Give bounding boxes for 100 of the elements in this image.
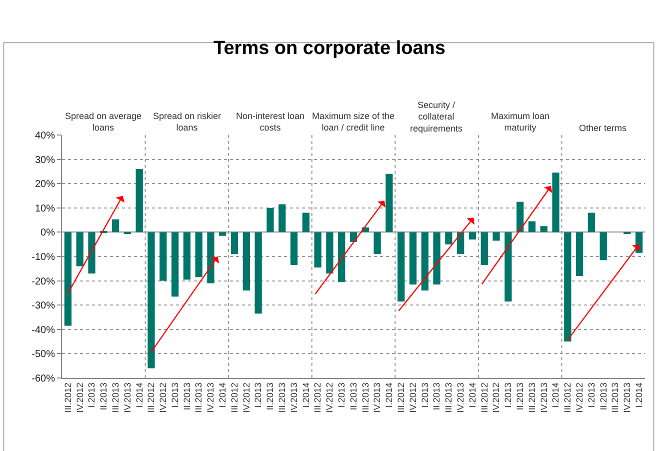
bar — [457, 232, 464, 254]
text: Spread on riskier loans — [153, 111, 222, 133]
x-tick-label: III.2013 — [444, 382, 454, 413]
bar — [242, 232, 250, 291]
bar — [112, 219, 120, 232]
text: Maximum loan maturity — [491, 111, 550, 133]
text: Maximum size of the loan / credit line — [312, 111, 395, 133]
bar — [492, 232, 500, 241]
x-tick-label: IV.2013 — [622, 382, 632, 413]
bar — [254, 232, 262, 314]
x-tick-label: I.2014 — [384, 382, 394, 408]
x-tick-label: III.2012 — [229, 382, 240, 413]
y-tick-label: 30% — [34, 154, 56, 166]
x-tick-label: IV.2012 — [408, 382, 418, 413]
bar — [576, 232, 584, 276]
bar — [338, 232, 346, 282]
x-tick-label: III.2012 — [396, 382, 406, 413]
x-tick-label: I.2014 — [467, 382, 478, 408]
bar — [183, 232, 190, 280]
bar — [374, 232, 381, 254]
y-tick-label: -40% — [32, 324, 56, 336]
x-tick-label: IV.2012 — [158, 382, 168, 413]
x-tick-label: I.2013 — [420, 382, 430, 408]
x-tick-label: I.2013 — [253, 382, 264, 408]
bar — [88, 232, 96, 274]
bar — [314, 232, 322, 268]
y-tick-label: -60% — [32, 374, 56, 384]
y-tick-label: 0% — [40, 228, 56, 239]
x-tick-label: II.2013 — [432, 382, 442, 410]
x-tick-label: IV.2013 — [288, 382, 299, 413]
bar — [528, 221, 536, 232]
y-tick-label: -20% — [32, 276, 56, 288]
x-tick-label: III.2012 — [312, 382, 323, 413]
bar — [266, 208, 274, 232]
x-tick-label: I.2013 — [336, 382, 347, 408]
x-tick-label: IV.2012 — [324, 382, 335, 413]
x-tick-label: I.2013 — [586, 382, 596, 408]
x-tick-label: II.2013 — [265, 382, 276, 410]
x-tick-label: IV.2012 — [574, 382, 584, 413]
x-tick-label: II.2013 — [348, 382, 358, 410]
y-tick-label: -50% — [32, 349, 56, 360]
bar — [278, 204, 286, 232]
x-tick-label: III.2013 — [110, 382, 120, 413]
bar — [76, 232, 84, 266]
bar — [421, 232, 428, 291]
text: Security / collateral requirements — [410, 100, 464, 134]
x-tick-label: III.2013 — [194, 382, 204, 413]
bar — [160, 232, 167, 281]
x-tick-label: III.2012 — [479, 382, 490, 413]
bar — [386, 174, 393, 232]
bar — [433, 232, 440, 284]
bar — [290, 232, 298, 266]
x-tick-label: III.2012 — [146, 382, 156, 413]
bar — [350, 232, 358, 242]
x-tick-label: IV.2013 — [206, 382, 216, 413]
x-tick-label: IV.2013 — [372, 382, 382, 413]
text: Non-interest loan costs — [236, 111, 305, 133]
x-tick-label: III.2013 — [526, 382, 537, 413]
bar — [409, 232, 417, 284]
x-tick-label: III.2012 — [62, 382, 73, 413]
text: Other terms — [579, 123, 628, 133]
bar — [516, 202, 524, 232]
x-tick-label: IV.2012 — [241, 382, 252, 413]
bar — [171, 232, 179, 297]
x-tick-label: II.2013 — [598, 382, 608, 410]
y-tick-label: 40% — [34, 130, 56, 142]
bar — [219, 232, 226, 236]
bar — [230, 232, 238, 254]
bar — [600, 232, 607, 260]
y-tick-label: 20% — [34, 179, 56, 190]
x-tick-label: II.2013 — [182, 382, 192, 410]
x-tick-label: I.2013 — [86, 382, 97, 408]
bar — [504, 232, 512, 302]
bar — [480, 232, 488, 266]
text: Spread on average loans — [65, 111, 142, 133]
bar — [468, 232, 476, 240]
bar — [302, 212, 310, 232]
bar — [64, 232, 72, 326]
bar — [136, 169, 143, 232]
x-tick-label: I.2014 — [300, 382, 311, 408]
x-tick-label: IV.2013 — [538, 382, 549, 413]
x-tick-label: I.2013 — [170, 382, 180, 408]
x-tick-label: I.2013 — [503, 382, 514, 408]
x-tick-label: IV.2013 — [456, 382, 466, 413]
bar — [564, 232, 572, 342]
x-tick-label: I.2014 — [218, 382, 228, 408]
x-tick-label: III.2012 — [562, 382, 573, 413]
bar — [195, 232, 202, 278]
bar — [540, 226, 548, 232]
bar — [445, 232, 452, 244]
x-tick-label: II.2013 — [98, 382, 109, 410]
x-tick-label: IV.2012 — [491, 382, 502, 413]
x-tick-label: I.2014 — [550, 382, 561, 408]
x-tick-label: III.2013 — [610, 382, 620, 413]
bar — [326, 232, 334, 274]
x-tick-label: I.2014 — [134, 382, 144, 408]
x-tick-label: IV.2013 — [122, 382, 132, 413]
x-tick-label: I.2014 — [634, 382, 644, 408]
bar — [588, 212, 596, 232]
x-tick-label: IV.2012 — [74, 382, 85, 413]
